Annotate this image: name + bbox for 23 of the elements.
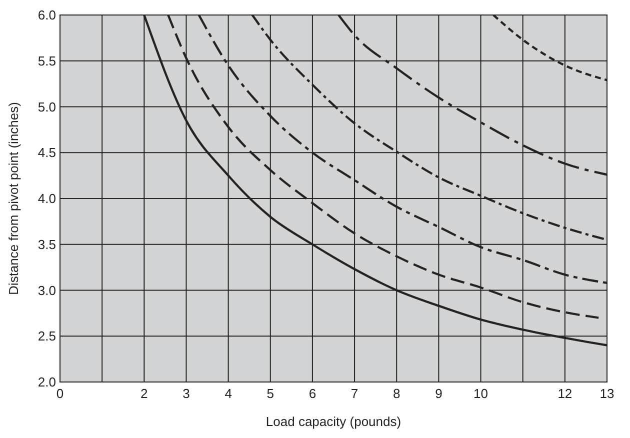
x-tick-label: 3: [182, 386, 190, 401]
y-tick-label: 4.5: [38, 145, 56, 160]
y-tick-label: 5.0: [38, 99, 56, 114]
y-axis-title: Distance from pivot point (inches): [6, 102, 21, 295]
y-tick-label: 3.0: [38, 282, 56, 298]
y-tick-label: 4.0: [38, 191, 56, 206]
x-tick-label: 10: [474, 386, 488, 401]
x-tick-label: 0: [56, 386, 64, 401]
x-tick-label: 7: [350, 386, 358, 401]
x-tick-label: 4: [224, 386, 232, 401]
y-tick-label: 2.5: [38, 328, 56, 344]
x-axis-title: Load capacity (pounds): [266, 414, 402, 429]
y-tick-label: 5.5: [38, 53, 56, 68]
x-tick-label: 8: [393, 386, 400, 401]
x-tick-label: 6: [308, 386, 316, 401]
y-tick-label: 3.5: [38, 236, 56, 252]
x-tick-label: 12: [558, 386, 572, 401]
y-tick-label: 6.0: [38, 8, 56, 22]
x-tick-label: 2: [140, 386, 148, 401]
x-tick-label: 5: [266, 386, 274, 401]
x-tick-label: 9: [435, 386, 442, 401]
y-tick-label: 2.0: [38, 374, 56, 390]
x-tick-label: 13: [600, 386, 614, 401]
